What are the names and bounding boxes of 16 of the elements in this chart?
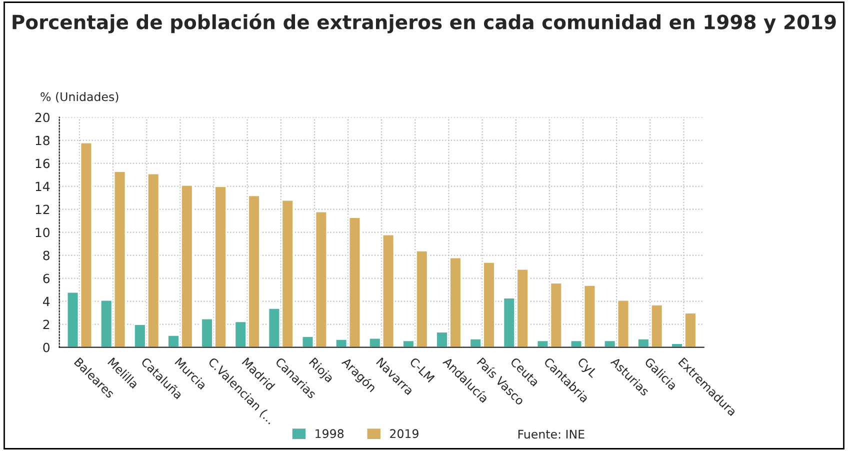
y-tick-label: 0	[43, 342, 50, 352]
legend-label: 1998	[316, 429, 344, 438]
y-tick-label: 6	[43, 274, 50, 284]
source-note: Fuente: INE	[518, 430, 584, 439]
legend-label: 2019	[390, 429, 418, 438]
y-axis-title: % (Unidades)	[40, 92, 118, 103]
chart-title: Porcentaje de población de extranjeros en cada comunidad en 1998 y 2019	[12, 14, 836, 34]
y-tick-label: 8	[43, 250, 50, 260]
y-tick-label: 20	[35, 112, 50, 122]
y-tick-label: 14	[36, 182, 50, 192]
y-tick-label: 4	[42, 296, 50, 306]
y-tick-label: 18	[36, 136, 50, 146]
y-tick-label: 16	[36, 158, 50, 168]
y-tick-label: 12	[36, 204, 50, 214]
y-tick-label: 2	[43, 320, 50, 330]
y-tick-label: 10	[36, 228, 50, 238]
